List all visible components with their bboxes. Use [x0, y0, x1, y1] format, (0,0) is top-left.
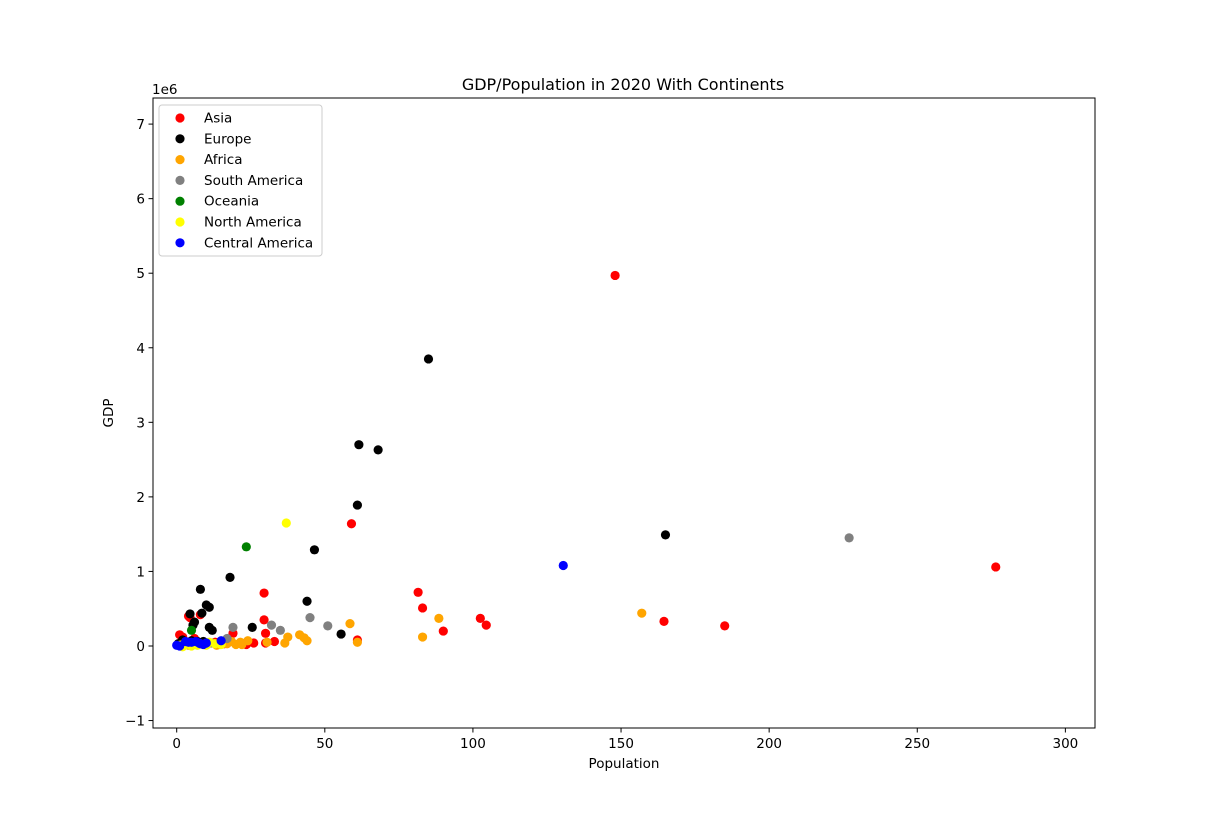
data-point-europe-4: [660, 530, 671, 540]
data-point-europe-10: [302, 596, 312, 606]
legend-label: Central America: [204, 235, 313, 251]
data-point-south-america-5: [228, 622, 238, 632]
legend-marker: [175, 238, 185, 248]
y-tick-label: 6: [136, 192, 145, 208]
legend-label: North America: [204, 215, 302, 231]
data-point-north-america-0: [281, 518, 291, 528]
y-tick-label: 7: [136, 117, 145, 133]
data-point-asia-10: [259, 588, 269, 598]
data-point-asia-0: [610, 270, 620, 281]
legend-marker: [175, 155, 185, 165]
data-point-europe-2: [373, 445, 383, 455]
data-point-central-america-6: [201, 638, 211, 648]
legend-box: [158, 104, 323, 257]
y-tick-label: 0: [136, 639, 145, 655]
chart-title: GDP/Population in 2020 With Continents: [462, 75, 784, 94]
y-offset-label: 1e6: [152, 82, 177, 98]
legend-marker: [175, 196, 185, 206]
data-point-asia-9: [720, 621, 730, 631]
legend-label: Africa: [204, 152, 243, 168]
x-tick-label: 200: [756, 736, 782, 752]
data-point-asia-3: [413, 587, 423, 597]
data-point-africa-0: [637, 608, 647, 618]
legend-label: Asia: [204, 111, 232, 127]
data-point-asia-4: [417, 603, 428, 613]
y-axis-ticks: −1 0 1 2 3 4 5 6 7: [125, 117, 153, 730]
x-tick-label: 50: [316, 736, 333, 752]
y-tick-label: 2: [136, 490, 145, 506]
data-point-central-america-10: [180, 636, 191, 647]
data-point-asia-13: [269, 636, 280, 647]
legend-marker: [175, 134, 185, 144]
data-point-asia-8: [659, 616, 669, 626]
data-point-europe-1: [354, 440, 364, 450]
y-tick-label: 4: [136, 341, 145, 357]
data-point-europe-17: [247, 622, 257, 632]
data-point-africa-10: [262, 637, 272, 647]
legend-items: Asia Europe Africa South America Oceania Nort…: [175, 111, 313, 251]
legend-label: Oceania: [204, 194, 259, 210]
y-axis-label: GDP: [101, 399, 117, 428]
data-point-south-america-0: [844, 533, 854, 543]
data-point-asia-12: [260, 628, 271, 638]
y-tick-label: 5: [136, 266, 145, 282]
data-point-asia-5: [475, 613, 485, 624]
data-point-europe-12: [185, 609, 195, 619]
data-point-europe-7: [195, 584, 205, 594]
data-point-africa-1: [434, 613, 444, 624]
data-point-europe-16: [207, 625, 217, 635]
data-point-central-america-1: [216, 636, 226, 646]
data-point-europe-3: [352, 500, 362, 510]
data-point-south-america-1: [305, 613, 315, 623]
legend-marker: [175, 113, 185, 123]
legend-marker: [175, 175, 185, 185]
plot-frame: [152, 97, 1096, 729]
x-tick-label: 300: [1052, 736, 1078, 752]
data-point-africa-4: [352, 637, 362, 647]
data-point-asia-1: [991, 562, 1001, 572]
legend: Asia Europe Africa South America Oceania Nort…: [158, 104, 323, 257]
data-point-europe-5: [309, 545, 320, 555]
data-point-asia-11: [259, 615, 269, 625]
data-point-asia-2: [346, 519, 357, 529]
legend-label: South America: [204, 173, 303, 189]
data-point-south-america-3: [323, 621, 333, 631]
y-tick-label: −1: [125, 714, 145, 730]
x-tick-label: 100: [460, 736, 486, 752]
x-tick-label: 0: [172, 736, 181, 752]
data-point-central-america-11: [194, 638, 204, 648]
points-layer: [172, 270, 1001, 652]
data-point-africa-2: [345, 619, 355, 629]
data-point-africa-9: [280, 638, 290, 648]
data-point-south-america-4: [275, 625, 285, 635]
data-point-asia-6: [481, 620, 491, 630]
x-axis-label: Population: [589, 756, 660, 772]
data-point-south-america-2: [266, 620, 277, 630]
x-tick-label: 150: [608, 736, 634, 752]
legend-label: Europe: [204, 131, 251, 147]
data-point-europe-6: [225, 572, 235, 583]
data-point-oceania-0: [241, 542, 251, 552]
data-point-africa-3: [417, 632, 428, 642]
y-tick-label: 1: [136, 564, 145, 580]
data-point-oceania-1: [186, 625, 197, 635]
data-point-africa-7: [302, 636, 312, 646]
x-axis-ticks: 0 50 100 150 200 250 300: [172, 728, 1078, 752]
y-tick-label: 3: [136, 415, 145, 431]
data-point-europe-18: [336, 629, 346, 639]
data-point-africa-14: [237, 639, 247, 650]
data-point-asia-7: [438, 626, 448, 636]
x-tick-label: 250: [904, 736, 930, 752]
legend-marker: [175, 217, 185, 227]
data-point-central-america-0: [558, 560, 568, 571]
data-point-europe-11: [197, 608, 207, 618]
data-point-europe-9: [204, 602, 214, 612]
data-point-europe-0: [423, 354, 434, 364]
